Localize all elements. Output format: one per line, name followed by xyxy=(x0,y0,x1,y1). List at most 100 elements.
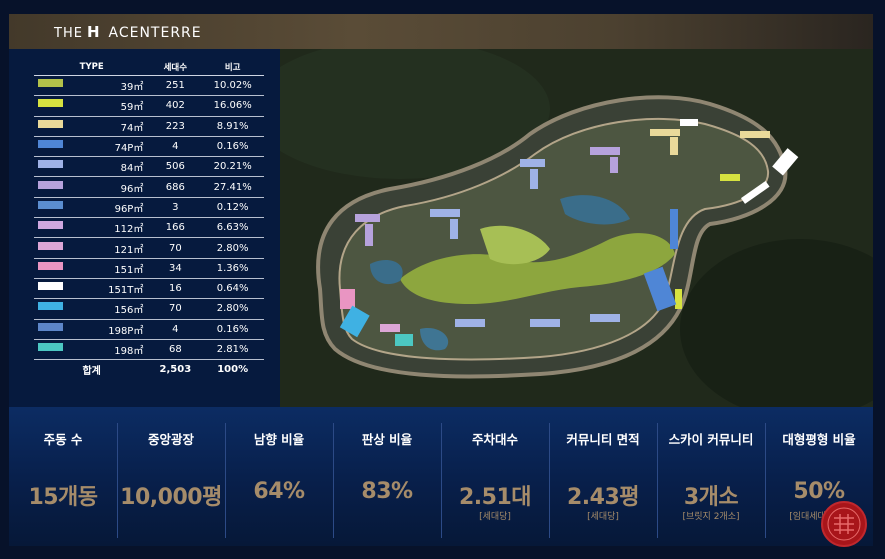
type-label: 74㎡ xyxy=(120,122,144,134)
stat-item: 판상 비율 83% xyxy=(333,407,441,546)
type-cell: 96P㎡ xyxy=(34,197,150,219)
brand-mark: H xyxy=(86,23,101,41)
col-header-count: 세대수 xyxy=(149,59,202,76)
ratio-cell: 10.02% xyxy=(201,75,264,97)
site-plan-map xyxy=(280,49,873,407)
count-cell: 402 xyxy=(149,95,202,117)
type-table: TYPE 세대수 비고 39㎡ 251 10.02% 59㎡ 402 16.06% 74㎡ 2… xyxy=(34,59,264,379)
header-bar: THE H ACENTERRE xyxy=(9,14,873,49)
type-color-swatch xyxy=(38,221,63,230)
count-cell: 686 xyxy=(149,176,202,198)
table-row: 96㎡ 686 27.41% xyxy=(34,176,264,198)
ratio-cell: 2.80% xyxy=(201,237,264,259)
type-color-swatch xyxy=(38,241,63,250)
col-header-type: TYPE xyxy=(34,59,150,76)
stat-item: 주동 수 15개동 xyxy=(9,407,117,546)
total-row: 합계 2,503 100% xyxy=(34,360,264,380)
stat-label: 커뮤니티 면적 xyxy=(566,432,640,447)
stat-label: 남향 비율 xyxy=(253,432,305,447)
type-cell: 112㎡ xyxy=(34,217,150,239)
table-row: 59㎡ 402 16.06% xyxy=(34,95,264,117)
type-label: 198㎡ xyxy=(114,346,144,357)
ratio-cell: 8.91% xyxy=(201,116,264,137)
table-row: 121㎡ 70 2.80% xyxy=(34,237,264,259)
red-seal-stamp xyxy=(821,501,867,547)
type-color-swatch xyxy=(38,302,63,311)
count-cell: 70 xyxy=(149,237,202,259)
stat-item: 주차대수 2.51대 [세대당] xyxy=(441,407,549,546)
brand-prefix: THE xyxy=(54,26,83,41)
type-color-swatch xyxy=(38,180,63,189)
stat-label: 판상 비율 xyxy=(361,432,413,447)
ratio-cell: 1.36% xyxy=(201,258,264,279)
table-row: 112㎡ 166 6.63% xyxy=(34,217,264,239)
total-count: 2,503 xyxy=(159,364,192,376)
stat-label: 대형평형 비율 xyxy=(782,432,856,447)
stat-divider xyxy=(657,423,658,538)
ratio-cell: 20.21% xyxy=(201,156,264,178)
stat-note: [임대세대 제외] xyxy=(789,512,849,522)
stat-divider xyxy=(225,423,226,538)
type-cell: 156㎡ xyxy=(34,298,150,320)
type-color-swatch xyxy=(38,343,63,351)
type-label: 96㎡ xyxy=(120,183,144,195)
stat-label: 주동 수 xyxy=(43,432,83,447)
type-cell: 59㎡ xyxy=(34,95,150,117)
table-row: 74㎡ 223 8.91% xyxy=(34,116,264,137)
type-color-swatch xyxy=(38,322,63,331)
type-color-swatch xyxy=(38,99,63,108)
type-cell: 74㎡ xyxy=(34,116,150,137)
type-cell: 151T㎡ xyxy=(34,278,150,300)
type-cell: 198P㎡ xyxy=(34,319,150,340)
stats-bar: 주동 수 15개동 중앙광장 10,000평 남향 비율 64% 판상 비율 83% 주차대수 2… xyxy=(9,407,873,546)
type-label: 96P㎡ xyxy=(114,203,144,215)
type-cell: 151㎡ xyxy=(34,258,150,279)
type-label: 74P㎡ xyxy=(114,143,144,155)
count-cell: 251 xyxy=(149,75,202,97)
type-label: 151T㎡ xyxy=(108,285,144,297)
stat-value: 2.51대 xyxy=(458,485,532,510)
stat-value: 3개소 xyxy=(683,485,739,510)
stat-item: 남향 비율 64% xyxy=(225,407,333,546)
stat-label: 주차대수 xyxy=(471,432,518,447)
stat-item: 스카이 커뮤니티 3개소 [브릿지 2개소] xyxy=(657,407,765,546)
brand-logo: THE H ACENTERRE xyxy=(54,23,202,41)
stat-value: 2.43평 xyxy=(566,485,640,510)
count-cell: 70 xyxy=(149,298,202,320)
table-row: 151T㎡ 16 0.64% xyxy=(34,278,264,300)
stat-value: 83% xyxy=(361,479,413,504)
stat-divider xyxy=(333,423,334,538)
stat-note: [브릿지 2개소] xyxy=(682,512,740,522)
type-label: 59㎡ xyxy=(120,102,144,114)
type-label: 151㎡ xyxy=(114,264,144,276)
stat-value: 50% xyxy=(793,479,845,504)
type-color-swatch xyxy=(38,200,63,209)
type-color-swatch xyxy=(38,282,63,291)
stat-note: [세대당] xyxy=(587,512,619,522)
type-color-swatch xyxy=(38,79,63,88)
count-cell: 506 xyxy=(149,156,202,178)
table-row: 151㎡ 34 1.36% xyxy=(34,258,264,279)
stat-value: 15개동 xyxy=(28,485,98,510)
stat-label: 스카이 커뮤니티 xyxy=(668,432,754,447)
count-cell: 68 xyxy=(149,339,202,361)
ratio-cell: 0.16% xyxy=(201,136,264,158)
total-label: 합계 xyxy=(82,366,101,378)
stat-divider xyxy=(765,423,766,538)
table-row: 156㎡ 70 2.80% xyxy=(34,298,264,320)
type-table-panel: TYPE 세대수 비고 39㎡ 251 10.02% 59㎡ 402 16.06% 74㎡ 2… xyxy=(9,49,280,407)
ratio-cell: 27.41% xyxy=(201,176,264,198)
stat-divider xyxy=(441,423,442,538)
type-color-swatch xyxy=(38,261,63,270)
type-label: 84㎡ xyxy=(120,163,144,175)
ratio-cell: 2.80% xyxy=(201,298,264,320)
stat-divider xyxy=(549,423,550,538)
stat-value: 64% xyxy=(253,479,305,504)
ratio-cell: 6.63% xyxy=(201,217,264,239)
ratio-cell: 2.81% xyxy=(201,339,264,361)
table-row: 198P㎡ 4 0.16% xyxy=(34,319,264,340)
type-cell: 39㎡ xyxy=(34,75,150,97)
stat-divider xyxy=(117,423,118,538)
type-label: 112㎡ xyxy=(114,224,144,236)
type-cell: 96㎡ xyxy=(34,176,150,198)
